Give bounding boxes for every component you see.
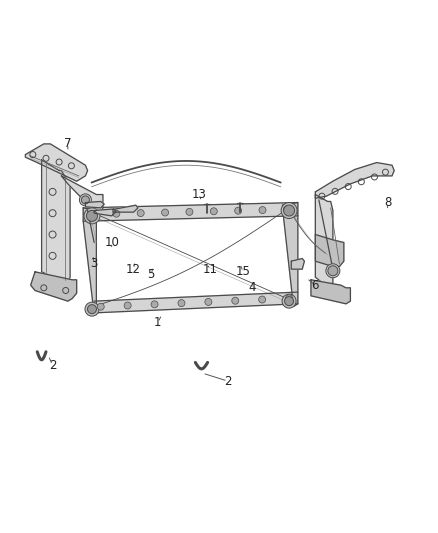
Circle shape: [97, 303, 104, 310]
Polygon shape: [311, 280, 350, 304]
Text: 10: 10: [104, 236, 119, 249]
Text: 7: 7: [64, 138, 72, 150]
Text: 6: 6: [311, 279, 319, 292]
Circle shape: [282, 294, 296, 308]
Circle shape: [86, 211, 98, 221]
Text: 13: 13: [192, 188, 207, 201]
Polygon shape: [315, 235, 344, 266]
Polygon shape: [42, 160, 70, 282]
Circle shape: [210, 208, 217, 215]
Circle shape: [137, 209, 144, 216]
Circle shape: [88, 305, 96, 313]
Polygon shape: [61, 176, 103, 213]
Circle shape: [151, 301, 158, 308]
Polygon shape: [31, 272, 77, 301]
Circle shape: [283, 205, 295, 216]
Circle shape: [285, 297, 293, 305]
Polygon shape: [283, 203, 298, 306]
Text: 1: 1: [154, 316, 162, 329]
Circle shape: [286, 295, 293, 302]
Polygon shape: [94, 209, 116, 216]
Circle shape: [281, 203, 297, 219]
Polygon shape: [291, 259, 304, 269]
Circle shape: [85, 302, 99, 316]
Polygon shape: [315, 195, 333, 288]
Circle shape: [283, 206, 290, 213]
Circle shape: [232, 297, 239, 304]
Polygon shape: [315, 163, 394, 198]
Circle shape: [326, 264, 340, 278]
Text: 12: 12: [126, 263, 141, 276]
Text: 3: 3: [91, 257, 98, 270]
Polygon shape: [94, 292, 298, 313]
Circle shape: [235, 207, 242, 214]
Circle shape: [88, 211, 95, 218]
Circle shape: [186, 208, 193, 215]
Circle shape: [259, 296, 266, 303]
Text: 2: 2: [224, 375, 232, 387]
Text: 11: 11: [203, 263, 218, 276]
Polygon shape: [25, 144, 88, 181]
Circle shape: [124, 302, 131, 309]
Circle shape: [84, 208, 100, 224]
Circle shape: [81, 196, 89, 204]
Polygon shape: [113, 205, 138, 212]
Text: 15: 15: [236, 265, 251, 278]
Polygon shape: [83, 203, 298, 221]
Text: 4: 4: [248, 281, 256, 294]
Text: 2: 2: [49, 359, 57, 372]
Polygon shape: [83, 208, 96, 314]
Text: 8: 8: [384, 196, 391, 209]
Circle shape: [259, 207, 266, 214]
Circle shape: [178, 300, 185, 306]
Circle shape: [113, 210, 120, 217]
Circle shape: [328, 266, 338, 276]
Polygon shape: [85, 201, 104, 208]
Circle shape: [79, 194, 92, 206]
Circle shape: [205, 298, 212, 305]
Circle shape: [162, 209, 169, 216]
Text: 5: 5: [148, 268, 155, 281]
